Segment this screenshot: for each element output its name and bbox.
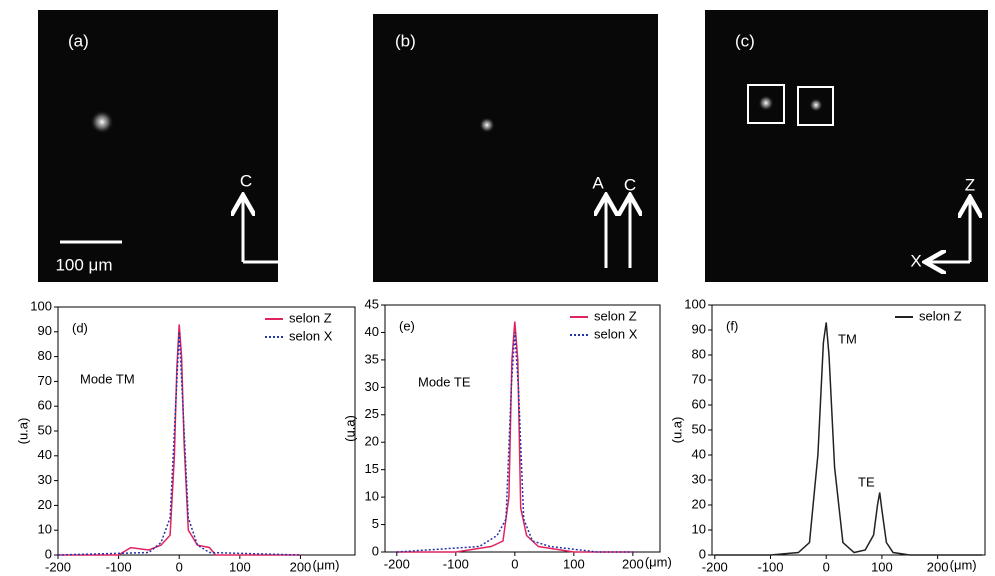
image-panel <box>373 14 658 282</box>
y-tick-label: 0 <box>45 546 52 561</box>
x-axis-label: (μm) <box>645 554 672 569</box>
legend-label: selon Z <box>919 308 962 323</box>
data-line <box>714 322 983 556</box>
data-line <box>396 332 633 553</box>
axis-letter: A <box>306 227 318 246</box>
y-tick-label: 10 <box>365 489 379 504</box>
light-spot <box>479 117 495 133</box>
y-tick-label: 20 <box>692 496 706 511</box>
x-tick-label: -200 <box>702 559 728 574</box>
y-tick-label: 90 <box>692 321 706 336</box>
image-panel <box>38 10 278 282</box>
legend-label: selon Z <box>289 310 332 325</box>
y-tick-label: 0 <box>372 543 379 558</box>
axis-letter: X <box>910 251 921 270</box>
annotation: Mode TE <box>418 374 471 389</box>
plot-frame <box>384 304 661 553</box>
image-panel <box>705 10 988 282</box>
x-axis-label: (μm) <box>312 557 339 572</box>
highlight-box <box>797 86 834 126</box>
y-tick-label: 100 <box>30 298 52 313</box>
highlight-box <box>747 84 785 124</box>
y-tick-label: 30 <box>38 472 52 487</box>
y-tick-label: 10 <box>38 522 52 537</box>
y-tick-label: 0 <box>699 546 706 561</box>
y-tick-label: 20 <box>365 434 379 449</box>
x-tick-label: 100 <box>871 559 893 574</box>
axis-letter: C <box>240 171 252 190</box>
y-tick-label: 30 <box>365 379 379 394</box>
x-tick-label: -100 <box>757 559 783 574</box>
x-axis-label: (μm) <box>950 557 977 572</box>
panel-label: (c) <box>735 31 755 50</box>
x-tick-label: -200 <box>45 559 71 574</box>
panel-label: (a) <box>68 31 89 50</box>
y-axis-label: (u.a) <box>15 418 30 445</box>
x-tick-label: 0 <box>823 559 830 574</box>
y-axis-label: (u.a) <box>342 415 357 442</box>
x-tick-label: 0 <box>511 556 518 571</box>
y-tick-label: 25 <box>365 406 379 421</box>
x-tick-label: 0 <box>176 559 183 574</box>
legend-label: selon Z <box>594 308 637 323</box>
scale-label: 100 μm <box>55 255 112 274</box>
x-tick-label: 100 <box>229 559 251 574</box>
panel-label: (e) <box>399 318 415 333</box>
y-axis-label: (u.a) <box>669 417 684 444</box>
y-tick-label: 20 <box>38 497 52 512</box>
x-tick-label: -200 <box>384 556 410 571</box>
y-tick-label: 10 <box>692 521 706 536</box>
y-tick-label: 40 <box>365 324 379 339</box>
axis-letter: A <box>592 173 604 192</box>
x-tick-label: 200 <box>927 559 949 574</box>
x-tick-label: -100 <box>106 559 132 574</box>
data-line <box>396 321 633 553</box>
panel-label: (d) <box>72 320 88 335</box>
y-tick-label: 60 <box>38 398 52 413</box>
legend-label: selon X <box>289 328 333 343</box>
y-tick-label: 15 <box>365 461 379 476</box>
y-tick-label: 60 <box>692 396 706 411</box>
x-tick-label: 200 <box>622 556 644 571</box>
y-tick-label: 30 <box>692 471 706 486</box>
plot-frame <box>57 306 356 556</box>
panel-label: (f) <box>726 318 738 333</box>
x-tick-label: -100 <box>443 556 469 571</box>
y-tick-label: 80 <box>38 348 52 363</box>
annotation: Mode TM <box>80 371 135 386</box>
light-spot <box>90 110 114 134</box>
data-line <box>58 324 301 556</box>
light-spot <box>758 95 774 111</box>
light-spot <box>809 98 823 112</box>
legend-label: selon X <box>594 326 638 341</box>
y-tick-label: 50 <box>692 421 706 436</box>
y-tick-label: 40 <box>692 446 706 461</box>
panel-label: (b) <box>395 31 416 50</box>
axis-letter: Z <box>965 175 975 194</box>
y-tick-label: 5 <box>372 516 379 531</box>
y-tick-label: 70 <box>38 373 52 388</box>
y-tick-label: 40 <box>38 447 52 462</box>
y-tick-label: 70 <box>692 371 706 386</box>
y-tick-label: 35 <box>365 351 379 366</box>
axis-letter: C <box>624 175 636 194</box>
y-tick-label: 90 <box>38 323 52 338</box>
annotation: TM <box>838 331 857 346</box>
annotation: TE <box>858 474 875 489</box>
y-tick-label: 45 <box>365 296 379 311</box>
x-tick-label: 200 <box>290 559 312 574</box>
y-tick-label: 80 <box>692 346 706 361</box>
x-tick-label: 100 <box>563 556 585 571</box>
y-tick-label: 50 <box>38 422 52 437</box>
y-tick-label: 100 <box>684 296 706 311</box>
data-line <box>57 331 301 556</box>
